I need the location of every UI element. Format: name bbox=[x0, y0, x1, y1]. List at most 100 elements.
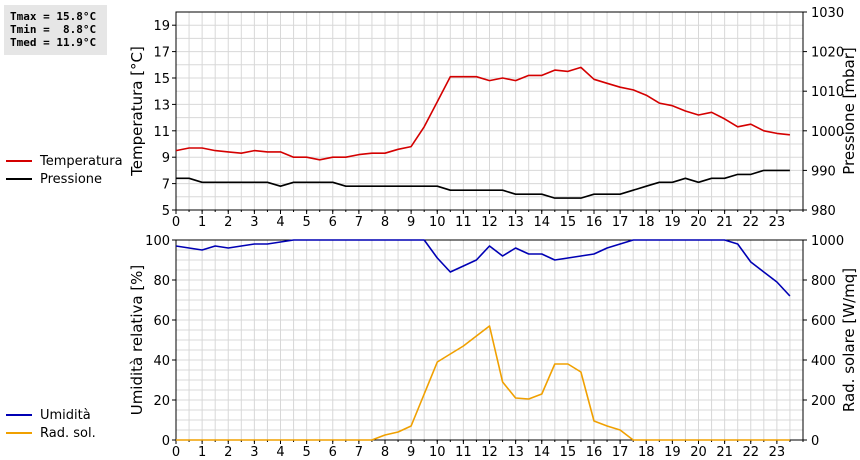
y-left-tick-label: 100 bbox=[145, 234, 170, 249]
y-right-tick-label: 400 bbox=[811, 354, 836, 369]
y-left-tick-label: 9 bbox=[162, 151, 170, 166]
x-tick-label: 9 bbox=[407, 445, 415, 460]
legend-item-temperatura: Temperatura bbox=[6, 152, 123, 170]
y-left-tick-label: 7 bbox=[162, 178, 170, 193]
x-tick-label: 19 bbox=[664, 445, 681, 460]
y-right-tick-label: 800 bbox=[811, 274, 836, 289]
y-right-tick-label: 1010 bbox=[811, 85, 844, 100]
y-left-axis-title: Temperatura [°C] bbox=[128, 46, 146, 177]
y-left-tick-label: 13 bbox=[153, 98, 170, 113]
x-tick-label: 10 bbox=[429, 215, 446, 230]
x-tick-label: 0 bbox=[172, 445, 180, 460]
x-tick-label: 13 bbox=[507, 445, 524, 460]
legend-item-umidita: Umidità bbox=[6, 406, 96, 424]
y-left-tick-label: 60 bbox=[153, 314, 170, 329]
x-tick-label: 21 bbox=[716, 445, 733, 460]
stat-tmin: Tmin = 8.8°C bbox=[10, 23, 97, 36]
x-tick-label: 5 bbox=[302, 445, 310, 460]
x-tick-label: 0 bbox=[172, 215, 180, 230]
x-tick-label: 11 bbox=[455, 215, 472, 230]
x-tick-label: 20 bbox=[690, 215, 707, 230]
x-tick-label: 18 bbox=[638, 215, 655, 230]
legend-item-radsol: Rad. sol. bbox=[6, 424, 96, 442]
y-right-axis-title: Pressione [mbar] bbox=[840, 47, 858, 175]
y-right-tick-label: 1020 bbox=[811, 46, 844, 61]
y-right-tick-label: 600 bbox=[811, 314, 836, 329]
x-tick-label: 2 bbox=[224, 215, 232, 230]
x-tick-label: 19 bbox=[664, 215, 681, 230]
x-tick-label: 13 bbox=[507, 215, 524, 230]
x-tick-label: 10 bbox=[429, 445, 446, 460]
x-tick-label: 1 bbox=[198, 445, 206, 460]
stat-tmax: Tmax = 15.8°C bbox=[10, 10, 97, 23]
x-tick-label: 2 bbox=[224, 445, 232, 460]
y-left-tick-label: 19 bbox=[153, 19, 170, 34]
x-tick-label: 17 bbox=[612, 215, 629, 230]
x-tick-label: 4 bbox=[276, 445, 284, 460]
series-line-pressione bbox=[176, 169, 790, 199]
x-tick-label: 9 bbox=[407, 215, 415, 230]
legend-top: Temperatura Pressione bbox=[6, 152, 123, 188]
x-tick-label: 17 bbox=[612, 445, 629, 460]
stat-tmed: Tmed = 11.9°C bbox=[10, 36, 97, 49]
x-tick-label: 15 bbox=[560, 215, 577, 230]
x-tick-label: 15 bbox=[560, 445, 577, 460]
x-tick-label: 5 bbox=[302, 215, 310, 230]
legend-label-temperatura: Temperatura bbox=[40, 153, 123, 169]
y-left-tick-label: 40 bbox=[153, 354, 170, 369]
y-left-tick-label: 0 bbox=[162, 434, 170, 449]
legend-label-umidita: Umidità bbox=[40, 407, 91, 423]
y-right-tick-label: 0 bbox=[811, 434, 819, 449]
x-tick-label: 12 bbox=[481, 215, 498, 230]
y-right-axis-title: Rad. solare [W/mq] bbox=[840, 268, 858, 412]
x-tick-label: 14 bbox=[533, 215, 550, 230]
y-left-tick-label: 5 bbox=[162, 204, 170, 219]
x-tick-label: 12 bbox=[481, 445, 498, 460]
legend-bottom: Umidità Rad. sol. bbox=[6, 406, 96, 442]
x-tick-label: 23 bbox=[769, 215, 786, 230]
x-tick-label: 16 bbox=[586, 445, 603, 460]
y-left-axis-title: Umidità relativa [%] bbox=[128, 265, 146, 416]
x-tick-label: 7 bbox=[355, 215, 363, 230]
x-tick-label: 23 bbox=[769, 445, 786, 460]
x-tick-label: 6 bbox=[329, 445, 337, 460]
y-right-tick-label: 200 bbox=[811, 394, 836, 409]
y-left-tick-label: 15 bbox=[153, 72, 170, 87]
x-tick-label: 21 bbox=[716, 215, 733, 230]
x-tick-label: 6 bbox=[329, 215, 337, 230]
y-left-tick-label: 17 bbox=[153, 46, 170, 61]
y-right-tick-label: 980 bbox=[811, 204, 836, 219]
y-right-tick-label: 1000 bbox=[811, 125, 844, 140]
x-tick-label: 4 bbox=[276, 215, 284, 230]
x-tick-label: 22 bbox=[742, 445, 759, 460]
stats-box: Tmax = 15.8°C Tmin = 8.8°C Tmed = 11.9°C bbox=[4, 5, 107, 55]
y-left-tick-label: 20 bbox=[153, 394, 170, 409]
x-tick-label: 8 bbox=[381, 215, 389, 230]
legend-label-radsol: Rad. sol. bbox=[40, 425, 96, 441]
legend-swatch-radsol bbox=[6, 432, 32, 434]
x-tick-label: 14 bbox=[533, 445, 550, 460]
legend-label-pressione: Pressione bbox=[40, 171, 103, 187]
series-line-umidit- bbox=[175, 239, 791, 297]
x-tick-label: 3 bbox=[250, 445, 258, 460]
x-tick-label: 20 bbox=[690, 445, 707, 460]
y-right-tick-label: 990 bbox=[811, 164, 836, 179]
series-line-rad-sol- bbox=[176, 325, 790, 441]
y-left-tick-label: 11 bbox=[153, 125, 170, 140]
x-tick-label: 11 bbox=[455, 445, 472, 460]
legend-swatch-umidita bbox=[6, 414, 32, 416]
x-tick-label: 3 bbox=[250, 215, 258, 230]
legend-swatch-pressione bbox=[6, 178, 32, 180]
legend-swatch-temperatura bbox=[6, 160, 32, 162]
x-tick-label: 16 bbox=[586, 215, 603, 230]
y-right-tick-label: 1000 bbox=[811, 234, 844, 249]
legend-item-pressione: Pressione bbox=[6, 170, 123, 188]
x-tick-label: 7 bbox=[355, 445, 363, 460]
x-tick-label: 18 bbox=[638, 445, 655, 460]
x-tick-label: 22 bbox=[742, 215, 759, 230]
y-right-tick-label: 1030 bbox=[811, 6, 844, 21]
x-tick-label: 1 bbox=[198, 215, 206, 230]
series-line-temperatura bbox=[175, 66, 790, 161]
x-tick-label: 8 bbox=[381, 445, 389, 460]
